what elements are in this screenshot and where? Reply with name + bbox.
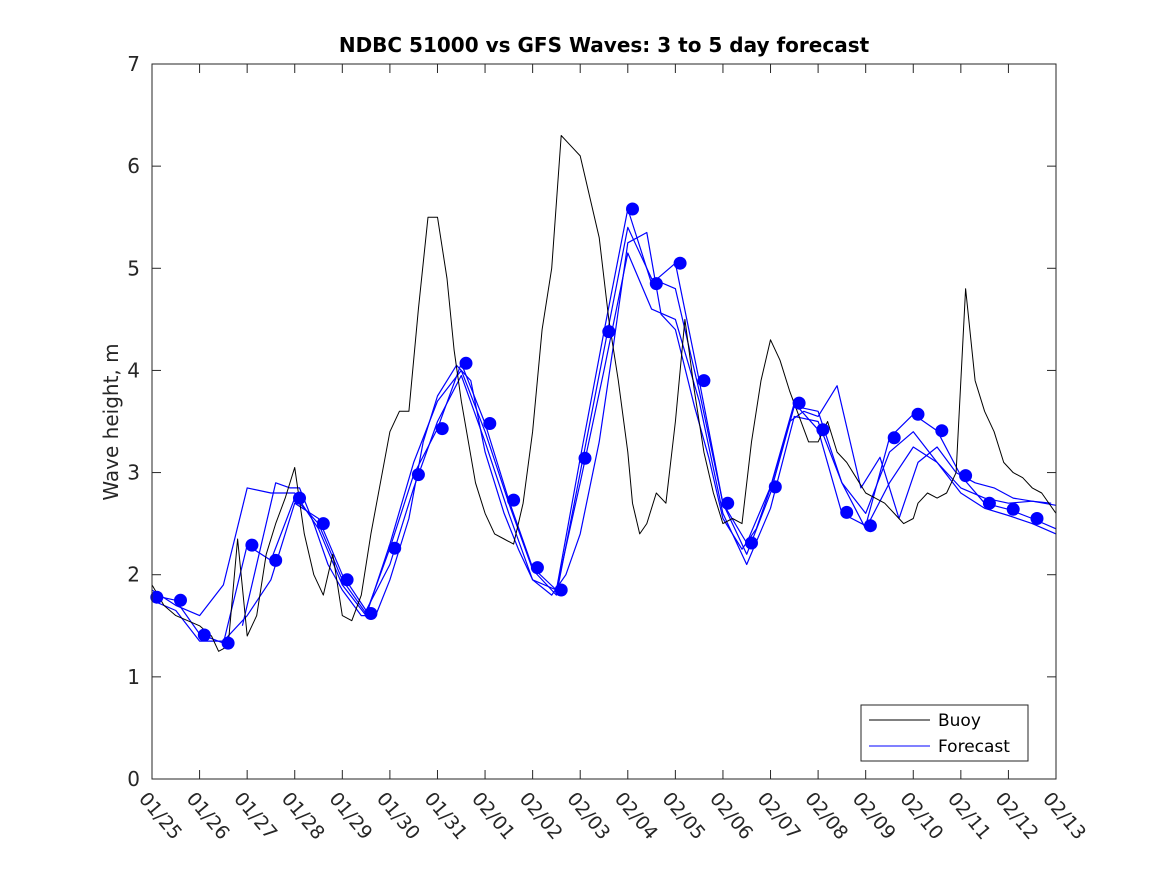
x-tick-label: 01/25 bbox=[134, 788, 186, 844]
y-tick-label: 6 bbox=[127, 154, 140, 178]
forecast-point bbox=[269, 553, 283, 567]
forecast-point bbox=[554, 583, 568, 597]
x-tick-label: 02/12 bbox=[991, 788, 1043, 844]
forecast-point bbox=[887, 431, 901, 445]
y-tick-label: 5 bbox=[127, 256, 140, 280]
forecast-point bbox=[626, 202, 639, 216]
y-tick-label: 7 bbox=[127, 52, 140, 76]
x-tick-label: 01/27 bbox=[229, 788, 281, 844]
legend-label-forecast: Forecast bbox=[938, 737, 1010, 757]
x-tick-label: 01/29 bbox=[324, 788, 376, 844]
x-tick-label: 01/28 bbox=[277, 788, 329, 844]
forecast-point bbox=[1006, 502, 1020, 516]
y-tick-label: 2 bbox=[127, 563, 140, 587]
y-tick-label: 1 bbox=[127, 665, 140, 689]
x-tick-label: 02/06 bbox=[705, 788, 757, 844]
forecast-point bbox=[697, 374, 711, 388]
forecast-point bbox=[1030, 512, 1044, 525]
x-tick-label: 02/03 bbox=[562, 788, 614, 844]
forecast-point bbox=[174, 593, 187, 607]
forecast-point bbox=[459, 356, 473, 370]
x-tick-label: 01/30 bbox=[372, 788, 424, 844]
x-tick-label: 02/11 bbox=[943, 788, 995, 844]
forecast-point bbox=[150, 590, 164, 604]
forecast-point bbox=[578, 451, 592, 465]
forecast-point bbox=[507, 493, 521, 507]
x-tick-label: 02/01 bbox=[467, 788, 519, 844]
forecast-point bbox=[602, 325, 616, 339]
y-tick-label: 4 bbox=[127, 358, 140, 382]
plot-area bbox=[150, 135, 1057, 652]
forecast-point bbox=[293, 491, 306, 505]
x-tick-label: 02/04 bbox=[610, 788, 662, 844]
forecast-point bbox=[245, 538, 259, 552]
forecast-line-4 bbox=[241, 231, 1052, 626]
forecast-point bbox=[911, 407, 925, 421]
y-axis-label: Wave height, m bbox=[99, 343, 123, 500]
legend-box bbox=[860, 704, 1029, 762]
forecast-point bbox=[982, 496, 996, 510]
x-tick-label: 02/05 bbox=[658, 788, 710, 844]
forecast-line-1 bbox=[151, 208, 1057, 644]
x-tick-label: 02/02 bbox=[515, 788, 567, 844]
legend: Buoy Forecast bbox=[860, 704, 1029, 762]
forecast-point bbox=[768, 480, 782, 494]
forecast-point bbox=[792, 396, 806, 410]
x-tick-label: 02/10 bbox=[895, 788, 947, 844]
forecast-point bbox=[745, 536, 758, 550]
forecast-point bbox=[221, 636, 235, 650]
x-tick-label: 02/09 bbox=[848, 788, 900, 844]
forecast-point bbox=[340, 573, 354, 587]
x-tick-label: 01/26 bbox=[182, 788, 234, 844]
forecast-line-3 bbox=[151, 252, 1057, 642]
plot-frame bbox=[151, 63, 1057, 780]
forecast-point bbox=[816, 423, 830, 437]
y-tick-label: 3 bbox=[127, 461, 140, 485]
forecast-point bbox=[863, 519, 877, 533]
forecast-point bbox=[530, 561, 544, 575]
x-tick-label: 02/07 bbox=[753, 788, 805, 844]
forecast-point bbox=[840, 505, 854, 519]
forecast-point bbox=[388, 541, 402, 555]
forecast-point bbox=[411, 468, 425, 482]
x-tick-label: 02/13 bbox=[1038, 788, 1090, 844]
x-tick-label: 01/31 bbox=[420, 788, 472, 844]
forecast-point bbox=[935, 424, 949, 438]
y-tick-label: 0 bbox=[127, 767, 140, 791]
forecast-line-2 bbox=[151, 226, 1057, 617]
forecast-point bbox=[721, 496, 735, 510]
forecast-point bbox=[959, 469, 973, 483]
forecast-point bbox=[435, 422, 449, 436]
forecast-point bbox=[316, 517, 330, 531]
chart-title: NDBC 51000 vs GFS Waves: 3 to 5 day fore… bbox=[339, 33, 870, 57]
forecast-point bbox=[483, 417, 497, 430]
forecast-point bbox=[673, 256, 687, 270]
forecast-point bbox=[649, 277, 663, 291]
forecast-point bbox=[364, 607, 378, 620]
buoy-line bbox=[151, 135, 1057, 652]
legend-label-buoy: Buoy bbox=[938, 711, 981, 731]
forecast-point bbox=[197, 628, 211, 642]
x-tick-label: 02/08 bbox=[800, 788, 852, 844]
